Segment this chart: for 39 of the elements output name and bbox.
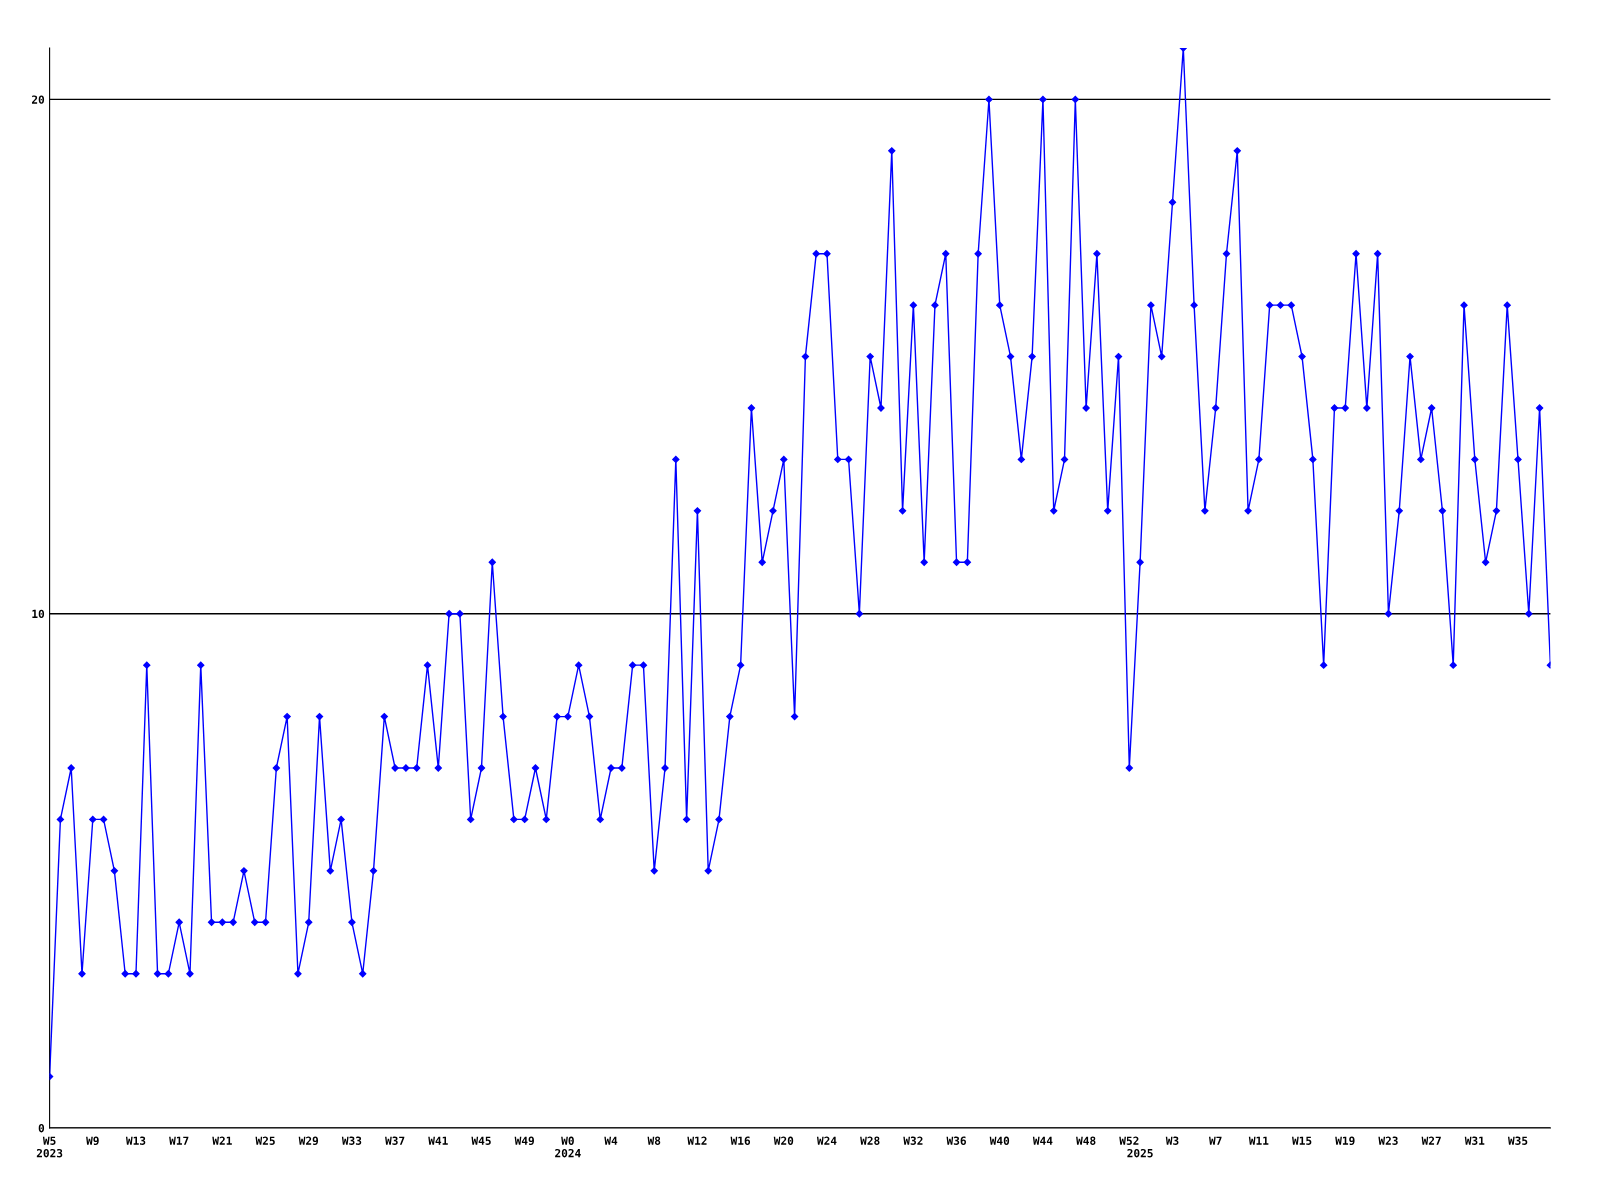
- x-tick-label: W19: [1335, 1136, 1355, 1145]
- x-tick-label: W11: [1248, 1136, 1269, 1145]
- x-tick-label: W49: [514, 1136, 534, 1145]
- x-tick-label: 2025: [1127, 1148, 1153, 1158]
- x-tick-label: W41: [428, 1136, 448, 1145]
- x-tick-label: W37: [385, 1136, 405, 1145]
- x-tick-label: W21: [212, 1136, 232, 1145]
- x-tick-label: W27: [1421, 1136, 1441, 1145]
- x-tick-label: W25: [255, 1136, 275, 1145]
- y-tick-label: 20: [31, 95, 45, 104]
- x-tick-label: W0 2024: [555, 1136, 581, 1158]
- x-tick-label: W4: [604, 1136, 618, 1145]
- x-tick-label: W45: [471, 1136, 491, 1145]
- y-tick-label: 10: [32, 609, 45, 619]
- x-tick-label: W20: [773, 1136, 794, 1145]
- x-tick-label: W52: [1119, 1136, 1139, 1145]
- x-tick-label: W12: [687, 1136, 707, 1145]
- x-tick-label: W40: [989, 1136, 1010, 1145]
- y-tick-label: 0: [38, 1123, 45, 1133]
- x-tick-label: W32: [903, 1136, 923, 1145]
- x-tick-label: W8: [647, 1136, 661, 1145]
- x-tick-label: W17: [169, 1136, 189, 1145]
- x-tick-label: W13: [125, 1136, 146, 1145]
- x-tick-label: W36: [946, 1136, 966, 1145]
- x-tick-label: W29: [298, 1136, 319, 1145]
- x-tick-label: W7: [1209, 1136, 1222, 1145]
- x-tick-label: W28: [860, 1136, 880, 1145]
- x-tick-label: W44: [1032, 1136, 1053, 1145]
- x-tick-label: W33: [341, 1136, 362, 1145]
- x-tick-label: W15: [1292, 1136, 1312, 1145]
- x-tick-label: W24: [816, 1136, 837, 1145]
- x-tick-label: W31: [1464, 1136, 1485, 1145]
- x-tick-label: W16: [730, 1136, 751, 1145]
- x-tick-label: W3: [1165, 1136, 1179, 1145]
- x-tick-label: W35: [1507, 1136, 1528, 1145]
- x-tick-label: W5 2023: [36, 1136, 63, 1158]
- x-tick-label: W48: [1076, 1136, 1096, 1145]
- x-tick-label: W23: [1378, 1136, 1398, 1145]
- x-tick-label: W9: [86, 1136, 99, 1145]
